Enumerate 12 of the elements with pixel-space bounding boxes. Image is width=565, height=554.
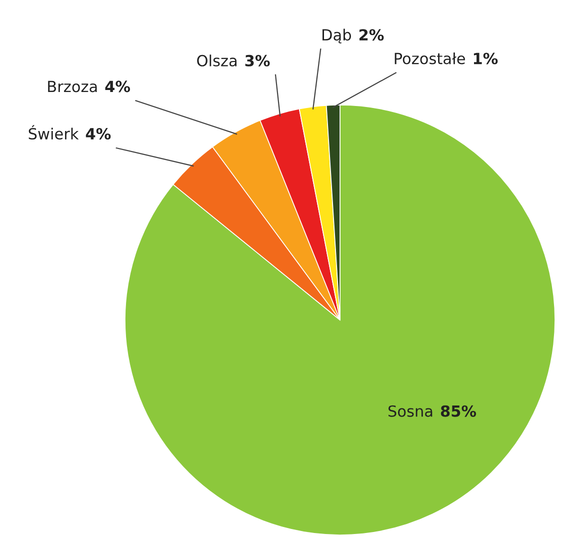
data-label: 1% — [474, 52, 498, 64]
data-label: 2% — [359, 29, 384, 41]
slice-label: Olsza — [197, 54, 236, 66]
slice-label: Sosna — [388, 405, 432, 417]
slice-label: Pozostałe — [394, 52, 465, 64]
slice-label: Brzoza — [48, 80, 97, 92]
slice-label: Dąb — [322, 28, 351, 44]
data-label: 4% — [105, 80, 130, 92]
data-label: 85% — [440, 405, 476, 417]
data-label: 3% — [245, 54, 270, 66]
slice-label: Świerk — [28, 125, 79, 140]
data-label: 4% — [86, 128, 111, 140]
